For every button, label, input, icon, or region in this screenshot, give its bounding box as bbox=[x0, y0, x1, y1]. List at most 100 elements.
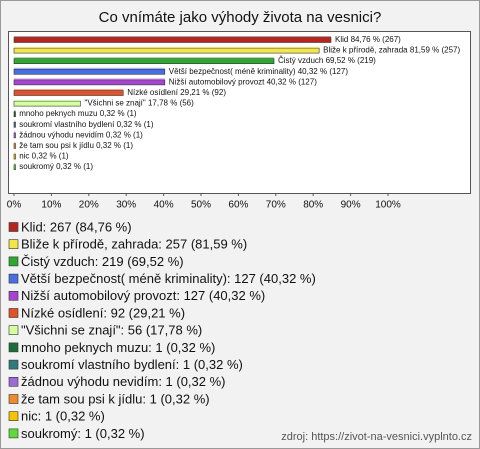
x-tick-label: 10% bbox=[41, 200, 61, 211]
bar-label: Bliže k přírodě, zahrada 81,59 % (257) bbox=[323, 46, 460, 55]
legend-label: Nižší automobilový provozt: 127 (40,32 %… bbox=[21, 288, 265, 303]
bar-value-label: 84,76 % (267) bbox=[351, 35, 402, 44]
bar-category: Nízké osídlení bbox=[127, 88, 178, 97]
bar-value-label: 0,32 % (1) bbox=[56, 162, 93, 171]
bar-category: Klid bbox=[335, 35, 348, 44]
bar-category: mnoho peknych muzu bbox=[19, 109, 97, 118]
bar-value-label: 81,59 % (257) bbox=[410, 46, 461, 55]
bar-value-label: 0,32 % (1) bbox=[106, 131, 143, 140]
legend-label: žádnou výhodu nevidím: 1 (0,32 %) bbox=[21, 374, 226, 389]
bar bbox=[13, 58, 275, 65]
bar-highlight bbox=[14, 89, 124, 91]
legend-swatch bbox=[8, 256, 19, 267]
bar bbox=[13, 69, 166, 75]
bar-value-label: 69,52 % (219) bbox=[326, 56, 377, 65]
legend-swatch bbox=[8, 411, 19, 422]
bar-value-label: 0,32 % (1) bbox=[96, 141, 133, 150]
bar-category: nic bbox=[19, 152, 29, 161]
bar-category: Bliže k přírodě, zahrada bbox=[323, 46, 408, 55]
bar-value-label: 0,32 % (1) bbox=[117, 120, 154, 129]
legend-label: Bliže k přírodě, zahrada: 257 (81,59 %) bbox=[21, 237, 247, 252]
bar bbox=[13, 100, 81, 107]
bar-category: Nižší automobilový provozt bbox=[169, 78, 265, 87]
bar-category: že tam sou psi k jídlu bbox=[19, 141, 94, 150]
x-tick-label: 80% bbox=[303, 200, 323, 211]
bar bbox=[13, 79, 166, 86]
bar bbox=[13, 143, 16, 149]
bar-value-label: 40,32 % (127) bbox=[298, 67, 349, 76]
legend-label: nic: 1 (0,32 %) bbox=[21, 409, 105, 424]
bar-highlight bbox=[14, 152, 16, 155]
bar-label: soukromý 0,32 % (1) bbox=[19, 162, 93, 171]
bar-highlight bbox=[14, 67, 165, 70]
bar-label: že tam sou psi k jídlu 0,32 % (1) bbox=[19, 141, 133, 150]
source: zdroj: https://zivot-na-vesnici.vyplnto.… bbox=[281, 431, 472, 443]
legend-label: že tam sou psi k jídlu: 1 (0,32 %) bbox=[21, 391, 210, 406]
bar-label: žádnou výhodu nevidím 0,32 % (1) bbox=[19, 131, 143, 140]
x-tick-label: 70% bbox=[266, 200, 286, 211]
bar-label: mnoho peknych muzu 0,32 % (1) bbox=[19, 109, 137, 118]
bar-highlight bbox=[14, 57, 275, 59]
bar bbox=[13, 122, 16, 128]
bar-highlight bbox=[14, 120, 16, 123]
bar-highlight bbox=[14, 99, 81, 102]
x-tick-label: 90% bbox=[341, 200, 361, 211]
bar-value-label: 17,78 % (56) bbox=[148, 99, 194, 108]
bar-label: Nižší automobilový provozt 40,32 % (127) bbox=[169, 78, 317, 87]
bar-value-label: 29,21 % (92) bbox=[180, 88, 226, 97]
legend-swatch bbox=[8, 273, 19, 284]
bar-label: "Všichni se znají" 17,78 % (56) bbox=[84, 99, 194, 108]
bar-label: soukromí vlastního bydlení 0,32 % (1) bbox=[19, 120, 154, 129]
bar bbox=[13, 111, 16, 117]
legend-label: soukromí vlastního bydlení: 1 (0,32 %) bbox=[21, 357, 243, 372]
x-tick-label: 100% bbox=[375, 200, 401, 211]
x-tick-label: 20% bbox=[79, 200, 99, 211]
bar bbox=[13, 90, 124, 96]
bar-highlight bbox=[14, 142, 16, 144]
bar-highlight bbox=[14, 78, 165, 80]
bar-category: "Všichni se znají" bbox=[84, 99, 145, 108]
legend-swatch bbox=[8, 342, 19, 353]
chart-title: Co vnímáte jako výhody života na vesnici… bbox=[99, 9, 382, 26]
bar-label: Nízké osídlení 29,21 % (92) bbox=[127, 88, 226, 97]
bar-category: Větší bezpečnost( méně kriminality) bbox=[169, 67, 296, 76]
bar-label: Větší bezpečnost( méně kriminality) 40,3… bbox=[169, 67, 349, 76]
x-tick-label: 30% bbox=[116, 200, 136, 211]
bar-category: soukromí vlastního bydlení bbox=[19, 120, 115, 129]
bar-category: soukromý bbox=[19, 162, 54, 171]
x-tick-label: 0% bbox=[7, 200, 22, 211]
bar-highlight bbox=[14, 36, 332, 38]
legend-swatch bbox=[8, 325, 19, 336]
legend-swatch bbox=[8, 308, 19, 318]
bar-highlight bbox=[14, 131, 16, 133]
legend-swatch bbox=[8, 290, 19, 301]
legend-swatch bbox=[8, 376, 19, 387]
legend-label: "Všichni se znají": 56 (17,78 %) bbox=[21, 323, 202, 338]
bar-highlight bbox=[14, 46, 320, 49]
bar-value-label: 0,32 % (1) bbox=[100, 109, 137, 118]
legend-swatch bbox=[8, 222, 19, 232]
x-tick-label: 40% bbox=[154, 200, 174, 211]
bar bbox=[13, 37, 332, 43]
bar-category: žádnou výhodu nevidím bbox=[19, 131, 104, 140]
x-tick-label: 60% bbox=[228, 200, 248, 211]
legend-label: Větší bezpečnost( méně kriminality): 127… bbox=[21, 271, 316, 286]
bar bbox=[13, 164, 16, 170]
bar bbox=[13, 47, 320, 54]
bar-value-label: 40,32 % (127) bbox=[267, 78, 318, 87]
bar-value-label: 0,32 % (1) bbox=[32, 152, 69, 161]
legend-swatch bbox=[8, 428, 19, 439]
legend-label: soukromý: 1 (0,32 %) bbox=[21, 426, 145, 441]
legend-label: mnoho peknych muzu: 1 (0,32 %) bbox=[21, 340, 215, 355]
legend-swatch bbox=[8, 359, 19, 370]
bar-highlight bbox=[14, 110, 16, 112]
bar bbox=[13, 153, 16, 160]
legend-label: Klid: 267 (84,76 %) bbox=[21, 219, 132, 234]
legend-label: Nízké osídlení: 92 (29,21 %) bbox=[21, 305, 185, 320]
bar-label: Klid 84,76 % (267) bbox=[335, 35, 401, 44]
legend-swatch bbox=[8, 239, 19, 249]
legend-swatch bbox=[8, 394, 19, 404]
bar-category: Čistý vzduch bbox=[278, 56, 323, 65]
legend-label: Čistý vzduch: 219 (69,52 %) bbox=[21, 254, 184, 269]
